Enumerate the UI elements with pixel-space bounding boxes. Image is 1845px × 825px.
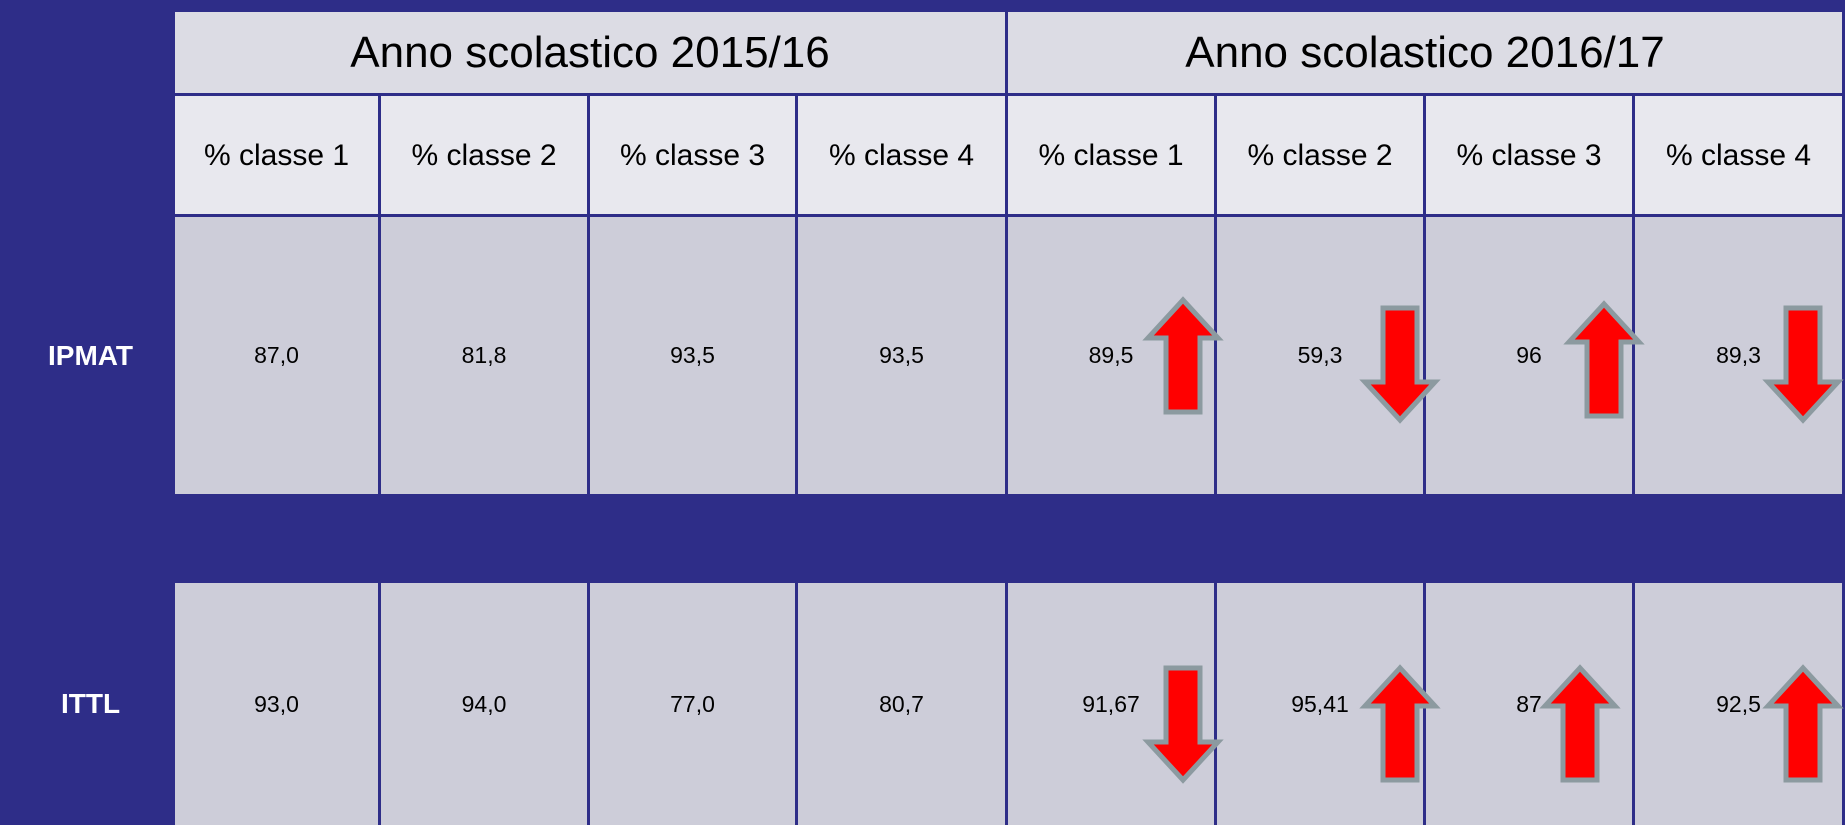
column-header: % classe 2 (1217, 96, 1423, 214)
arrow-down (1365, 308, 1435, 420)
column-header: % classe 3 (590, 96, 795, 214)
arrow-down (1148, 668, 1218, 780)
cell-value: 94,0 (381, 583, 587, 825)
arrow-down (1768, 308, 1838, 420)
cell-value: 81,8 (381, 217, 587, 494)
row-label: IPMAT (9, 217, 172, 494)
column-header: % classe 4 (1635, 96, 1842, 214)
cell-value: 80,7 (798, 583, 1005, 825)
cell-value: 93,0 (175, 583, 378, 825)
group-header: Anno scolastico 2016/17 (1008, 12, 1842, 93)
cell-value: 77,0 (590, 583, 795, 825)
corner (9, 12, 172, 93)
column-header: % classe 1 (175, 96, 378, 214)
arrow-up (1365, 668, 1435, 780)
cell-value: 87,0 (175, 217, 378, 494)
group-header: Anno scolastico 2015/16 (175, 12, 1005, 93)
arrow-up (1545, 668, 1615, 780)
corner (9, 96, 172, 214)
arrow-up (1148, 300, 1218, 412)
column-header: % classe 3 (1426, 96, 1632, 214)
column-header: % classe 1 (1008, 96, 1214, 214)
arrow-up (1768, 668, 1838, 780)
cell-value: 93,5 (798, 217, 1005, 494)
column-header: % classe 4 (798, 96, 1005, 214)
cell-value: 89,3 (1635, 217, 1842, 494)
column-header: % classe 2 (381, 96, 587, 214)
row-label: ITTL (9, 583, 172, 825)
cell-value: 93,5 (590, 217, 795, 494)
arrow-up (1569, 304, 1639, 416)
